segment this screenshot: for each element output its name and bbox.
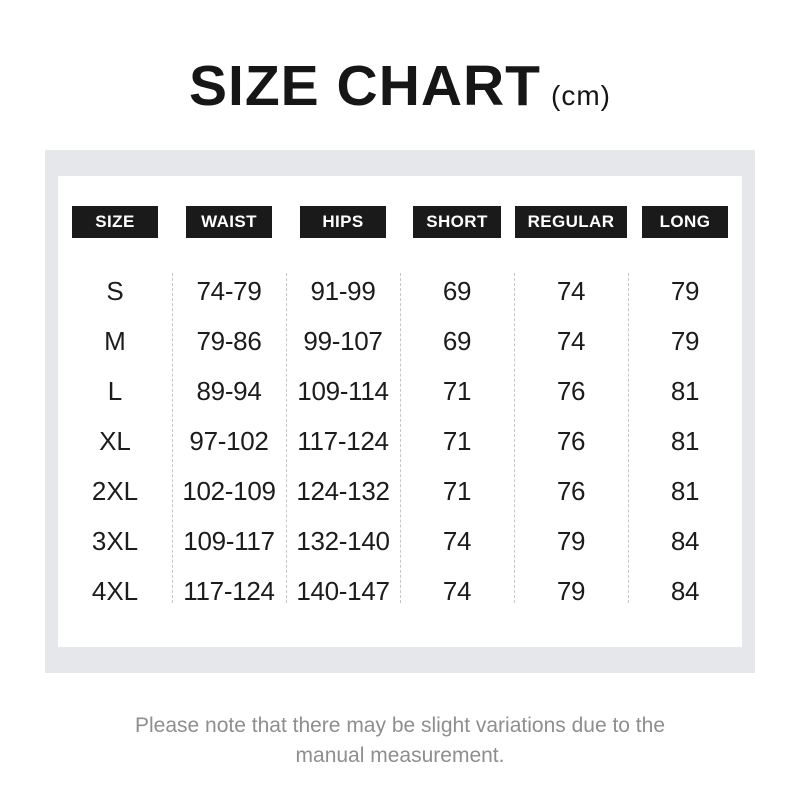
size-label-cell: XL [99, 425, 131, 456]
measurement-cell: 71 [442, 475, 472, 506]
measurement-cell: 74-79 [196, 275, 262, 306]
measurement-cell: 69 [442, 325, 472, 356]
header-cell: SHORT [400, 206, 514, 238]
measurement-cell: 102-109 [182, 475, 276, 506]
measurement-cell: 117-124 [297, 425, 389, 456]
size-chart-card: SIZE WAIST HIPS SHORT REGULAR LONG S 74-79 91-9… [58, 176, 742, 647]
title-unit-label: (cm) [551, 80, 611, 111]
size-label-cell: 2XL [91, 475, 139, 506]
measurement-cell: 79 [670, 275, 700, 306]
column-header-badge: SIZE [72, 206, 158, 238]
header-cell: SIZE [58, 206, 172, 238]
measurement-cell: 81 [670, 425, 700, 456]
measurement-cell: 76 [556, 475, 586, 506]
size-label-cell: M [104, 325, 126, 356]
size-label-cell: 3XL [91, 525, 139, 556]
column-separator [400, 273, 401, 603]
column-header-badge: LONG [642, 206, 728, 238]
title-text: SIZE CHART [189, 54, 541, 118]
size-label-cell: S [106, 275, 124, 306]
measurement-cell: 71 [442, 425, 472, 456]
measurement-cell: 74 [442, 525, 472, 556]
measurement-cell: 76 [556, 425, 586, 456]
measurement-cell: 74 [442, 575, 472, 606]
column-separator [172, 273, 173, 603]
measurement-cell: 84 [670, 525, 700, 556]
column-header-badge: HIPS [300, 206, 386, 238]
measurement-cell: 74 [556, 325, 586, 356]
measurement-cell: 124-132 [296, 475, 390, 506]
measurement-cell: 79-86 [196, 325, 262, 356]
measurement-cell: 84 [670, 575, 700, 606]
measurement-cell: 117-124 [183, 575, 275, 606]
measurement-cell: 79 [556, 525, 586, 556]
header-cell: HIPS [286, 206, 400, 238]
header-cell: WAIST [172, 206, 286, 238]
table-body: S 74-79 91-99 69 74 79 M 79-86 99-107 69 74 79 L 89-9… [58, 266, 742, 616]
measurement-cell: 89-94 [196, 375, 262, 406]
size-chart-frame: SIZE WAIST HIPS SHORT REGULAR LONG S 74-79 91-9… [45, 150, 755, 673]
page-title: SIZE CHART (cm) [0, 0, 800, 126]
measurement-note: Please note that there may be slight var… [135, 714, 665, 767]
measurement-cell: 109-114 [297, 375, 389, 406]
measurement-cell: 97-102 [189, 425, 269, 456]
measurement-cell: 79 [670, 325, 700, 356]
measurement-cell: 91-99 [310, 275, 376, 306]
measurement-cell: 99-107 [303, 325, 383, 356]
measurement-cell: 74 [556, 275, 586, 306]
size-label-cell: 4XL [91, 575, 139, 606]
measurement-cell: 81 [670, 375, 700, 406]
table-header-row: SIZE WAIST HIPS SHORT REGULAR LONG [58, 206, 742, 238]
size-label-cell: L [107, 375, 123, 406]
header-cell: LONG [628, 206, 742, 238]
measurement-cell: 69 [442, 275, 472, 306]
measurement-cell: 132-140 [296, 525, 390, 556]
column-separator [628, 273, 629, 603]
measurement-cell: 81 [670, 475, 700, 506]
measurement-cell: 79 [556, 575, 586, 606]
column-separator [514, 273, 515, 603]
header-cell: REGULAR [514, 206, 628, 238]
measurement-cell: 76 [556, 375, 586, 406]
column-header-badge: WAIST [186, 206, 272, 238]
measurement-cell: 71 [442, 375, 472, 406]
column-header-badge: REGULAR [514, 206, 628, 238]
column-header-badge: SHORT [413, 206, 501, 238]
measurement-cell: 140-147 [296, 575, 390, 606]
measurement-cell: 109-117 [183, 525, 275, 556]
column-separator [286, 273, 287, 603]
